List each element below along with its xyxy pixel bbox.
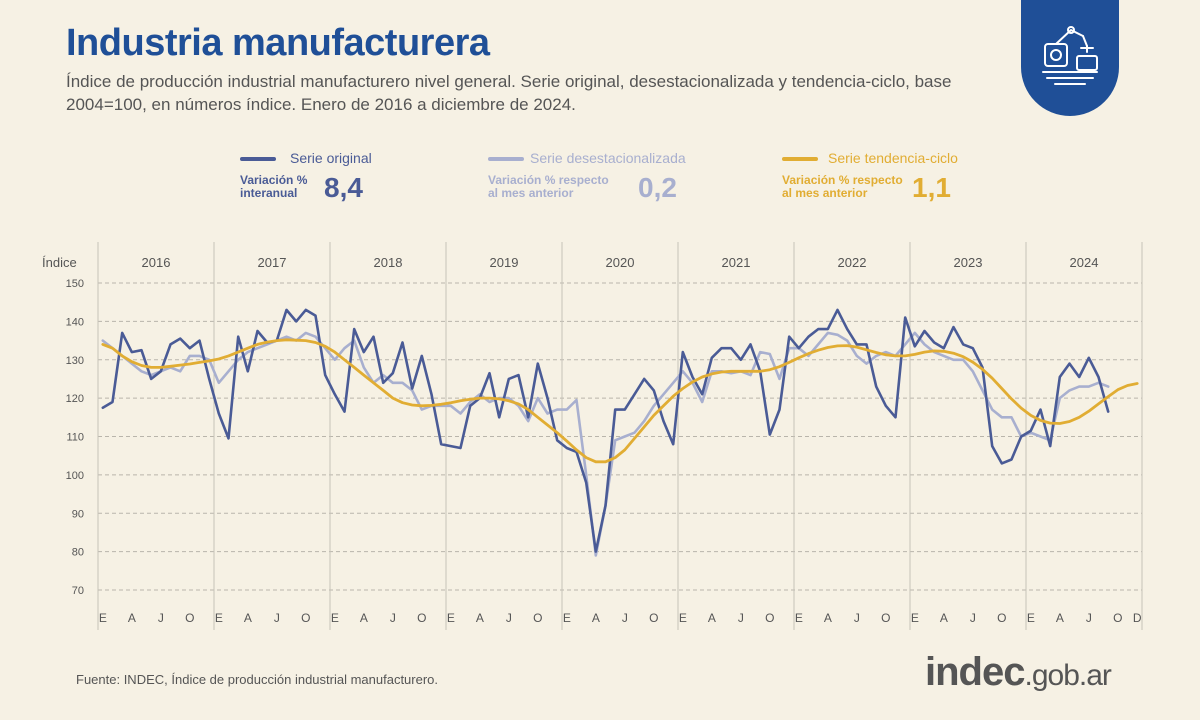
x-tick-label: D: [1133, 611, 1142, 625]
x-tick-label: A: [592, 611, 600, 625]
var-label-original: Variación % interanual: [240, 173, 308, 200]
y-tick-label: 110: [66, 432, 84, 444]
year-label: 2020: [606, 255, 635, 270]
year-label: 2018: [374, 255, 403, 270]
legend-label-original: Serie original: [290, 150, 372, 166]
series-line-seasonally-adjusted: [101, 331, 1110, 557]
year-label: 2016: [142, 255, 171, 270]
year-label: 2019: [490, 255, 519, 270]
x-tick-label: E: [911, 611, 919, 625]
x-tick-label: O: [533, 611, 542, 625]
x-tick-label: E: [215, 611, 223, 625]
legend-label-trend-cycle: Serie tendencia-ciclo: [828, 150, 958, 166]
x-tick-label: J: [1086, 611, 1092, 625]
var-value-seasonally-adjusted: 0,2: [638, 172, 677, 203]
x-tick-label: E: [563, 611, 571, 625]
x-tick-label: A: [824, 611, 832, 625]
x-tick-label: A: [1056, 611, 1064, 625]
x-tick-label: J: [970, 611, 976, 625]
page-title: Industria manufacturera: [66, 22, 490, 64]
y-tick-label: 140: [66, 316, 84, 328]
x-tick-label: A: [128, 611, 136, 625]
x-tick-label: J: [506, 611, 512, 625]
y-axis-label: Índice: [42, 255, 77, 270]
x-tick-label: O: [301, 611, 310, 625]
x-tick-label: E: [1027, 611, 1035, 625]
x-tick-label: E: [447, 611, 455, 625]
x-tick-label: E: [795, 611, 803, 625]
legend-label-seasonally-adjusted: Serie desestacionalizada: [530, 150, 686, 166]
x-tick-label: O: [881, 611, 890, 625]
var-label-trend-cycle: Variación % respecto al mes anterior: [782, 173, 903, 200]
legend-swatch-trend-cycle: [782, 157, 818, 161]
x-tick-label: O: [649, 611, 658, 625]
year-label: 2023: [954, 255, 983, 270]
x-tick-label: O: [1113, 611, 1122, 625]
var-label-seasonally-adjusted: Variación % respecto al mes anterior: [488, 173, 609, 200]
x-tick-label: A: [476, 611, 484, 625]
brand-logo: indec.gob.ar: [925, 650, 1112, 694]
source-note: Fuente: INDEC, Índice de producción indu…: [76, 672, 439, 687]
x-tick-label: J: [390, 611, 396, 625]
x-tick-label: J: [274, 611, 280, 625]
year-label: 2017: [258, 255, 287, 270]
x-tick-label: E: [99, 611, 107, 625]
y-tick-label: 120: [66, 393, 84, 405]
x-tick-label: A: [244, 611, 252, 625]
y-tick-label: 70: [72, 585, 84, 597]
x-tick-label: A: [940, 611, 948, 625]
y-tick-label: 150: [66, 278, 84, 290]
x-tick-label: O: [997, 611, 1006, 625]
y-tick-label: 100: [66, 470, 84, 482]
y-tick-label: 130: [66, 355, 84, 367]
year-label: 2022: [838, 255, 867, 270]
x-tick-label: O: [185, 611, 194, 625]
x-tick-label: J: [158, 611, 164, 625]
x-tick-label: A: [360, 611, 368, 625]
series-line-trend-cycle: [101, 338, 1139, 464]
industry-robot-icon: [1042, 26, 1098, 85]
var-value-original: 8,4: [324, 172, 363, 203]
y-tick-label: 90: [72, 508, 84, 520]
x-tick-label: A: [708, 611, 716, 625]
legend-swatch-seasonally-adjusted: [488, 157, 524, 161]
year-label: 2021: [722, 255, 751, 270]
x-tick-label: J: [854, 611, 860, 625]
x-tick-label: E: [331, 611, 339, 625]
x-tick-label: O: [765, 611, 774, 625]
x-tick-label: E: [679, 611, 687, 625]
x-tick-label: J: [622, 611, 628, 625]
page-subtitle: Índice de producción industrial manufact…: [66, 72, 952, 114]
year-label: 2024: [1070, 255, 1099, 270]
legend-swatch-original: [240, 157, 276, 161]
var-value-trend-cycle: 1,1: [912, 172, 951, 203]
x-tick-label: J: [738, 611, 744, 625]
y-tick-label: 80: [72, 547, 84, 559]
x-tick-label: O: [417, 611, 426, 625]
industry-badge: [1021, 0, 1119, 116]
